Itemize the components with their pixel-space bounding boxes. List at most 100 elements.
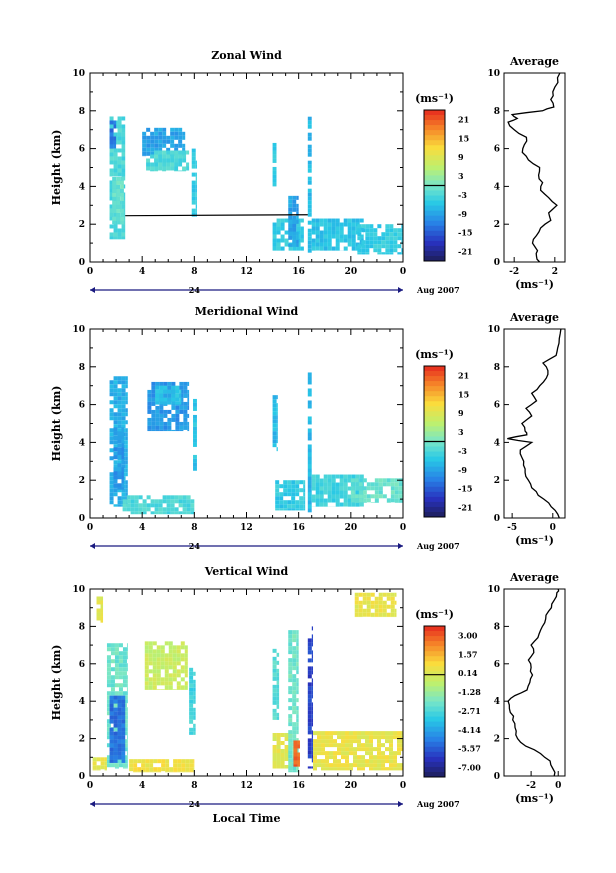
heatmap-cell	[144, 685, 149, 690]
heatmap-cell	[191, 164, 196, 169]
heatmap-cell	[125, 380, 128, 385]
heatmap-cell	[317, 739, 322, 744]
heatmap-cell	[319, 234, 324, 239]
colorbar-segment	[424, 751, 445, 758]
heatmap-cell	[275, 508, 280, 511]
heatmap-cell	[168, 649, 173, 654]
heatmap-cell	[303, 480, 306, 485]
heatmap-cell	[170, 158, 175, 163]
heatmap-cell	[272, 732, 277, 737]
heatmap-cell	[150, 503, 155, 508]
heatmap-cell	[319, 478, 324, 483]
heatmap-cell	[112, 192, 117, 197]
heatmap-cell	[158, 147, 163, 152]
heatmap-cell	[385, 755, 390, 760]
colorbar-tick-label: 9	[458, 152, 464, 162]
heatmap-cell	[288, 646, 293, 651]
heatmap-cell	[182, 158, 187, 163]
heatmap-cell	[351, 246, 356, 251]
heatmap-cell	[276, 704, 280, 709]
heatmap-cell	[335, 230, 340, 235]
heatmap-cell	[112, 204, 117, 209]
heatmap-cell	[303, 508, 306, 511]
heatmap-cell	[390, 596, 395, 601]
heatmap-cell	[353, 751, 358, 756]
heatmap-cell	[359, 218, 364, 223]
heatmap-cell	[343, 222, 348, 227]
heatmap-cell	[126, 763, 128, 768]
heatmap-cell	[378, 494, 383, 499]
heatmap-cell	[189, 675, 194, 680]
profile-line	[507, 72, 561, 263]
heatmap-cell	[117, 471, 122, 476]
heatmap-cell	[361, 240, 366, 245]
heatmap-cell	[113, 224, 118, 229]
heatmap-cell	[292, 766, 297, 771]
heatmap-cell	[292, 227, 297, 232]
month-label: Aug 2007	[416, 541, 460, 551]
heatmap-cell	[307, 160, 312, 165]
panel-title: Meridional Wind	[195, 305, 299, 318]
heatmap-cell	[145, 767, 150, 772]
heatmap-cell	[154, 127, 159, 132]
heatmap-cell	[113, 164, 118, 169]
profile-y-tick-label: 8	[494, 363, 500, 373]
heatmap-cell	[343, 502, 348, 507]
heatmap-cell	[374, 482, 379, 487]
profile-x-tick-label: -2	[509, 267, 519, 277]
heatmap-cell	[106, 679, 111, 684]
colorbar-segment	[424, 711, 445, 718]
y-axis-label: Height (km)	[50, 386, 63, 462]
heatmap-cell	[307, 436, 312, 441]
heatmap-cell	[117, 420, 122, 425]
heatmap-cell	[335, 242, 340, 247]
heatmap-cell	[373, 232, 378, 237]
heatmap-cell	[333, 751, 338, 756]
heatmap-cell	[357, 232, 362, 237]
heatmap-cell	[288, 730, 293, 735]
heatmap-cell	[178, 162, 183, 167]
heatmap-cell	[106, 707, 111, 712]
colorbar-tick-label: 0.14	[458, 668, 478, 678]
heatmap-cell	[151, 397, 156, 402]
heatmap-cell	[401, 236, 403, 241]
heatmap-cell	[109, 727, 114, 732]
heatmap-cell	[369, 751, 374, 756]
heatmap-cell	[179, 425, 184, 430]
heatmap-cell	[174, 131, 179, 136]
heatmap-cell	[117, 755, 122, 760]
heatmap-cell	[167, 429, 172, 432]
heatmap-cell	[329, 763, 334, 768]
heatmap-cell	[272, 166, 277, 171]
heatmap-cell	[327, 482, 332, 487]
heatmap-cell	[179, 393, 182, 398]
heatmap-cell	[193, 418, 197, 423]
heatmap-cell	[156, 689, 161, 690]
x-tick-label: 4	[139, 523, 145, 533]
heatmap-cell	[155, 389, 160, 394]
heatmap-cell	[331, 490, 336, 495]
heatmap-cell	[156, 665, 161, 670]
heatmap-cell	[110, 679, 115, 684]
heatmap-cell	[148, 669, 153, 674]
heatmap-cell	[110, 659, 115, 664]
heatmap-cell	[176, 657, 181, 662]
heatmap-cell	[307, 496, 312, 501]
heatmap-cell	[153, 767, 158, 772]
y-tick-label: 10	[72, 69, 85, 79]
heatmap-cell	[147, 409, 152, 414]
heatmap-cell	[147, 389, 152, 394]
heatmap-cell	[386, 592, 391, 597]
heatmap-cell	[146, 151, 151, 156]
heatmap-cell	[154, 150, 159, 155]
heatmap-cell	[401, 739, 403, 744]
heatmap-cell	[176, 653, 181, 658]
heatmap-cell	[159, 409, 164, 414]
colorbar-segment	[424, 240, 445, 247]
heatmap-cell	[347, 478, 352, 483]
heatmap-cell	[296, 222, 301, 227]
heatmap-cell	[288, 658, 293, 663]
heatmap-cell	[311, 474, 316, 479]
heatmap-cell	[377, 731, 382, 736]
profile-x-tick-label: 2	[552, 267, 558, 277]
